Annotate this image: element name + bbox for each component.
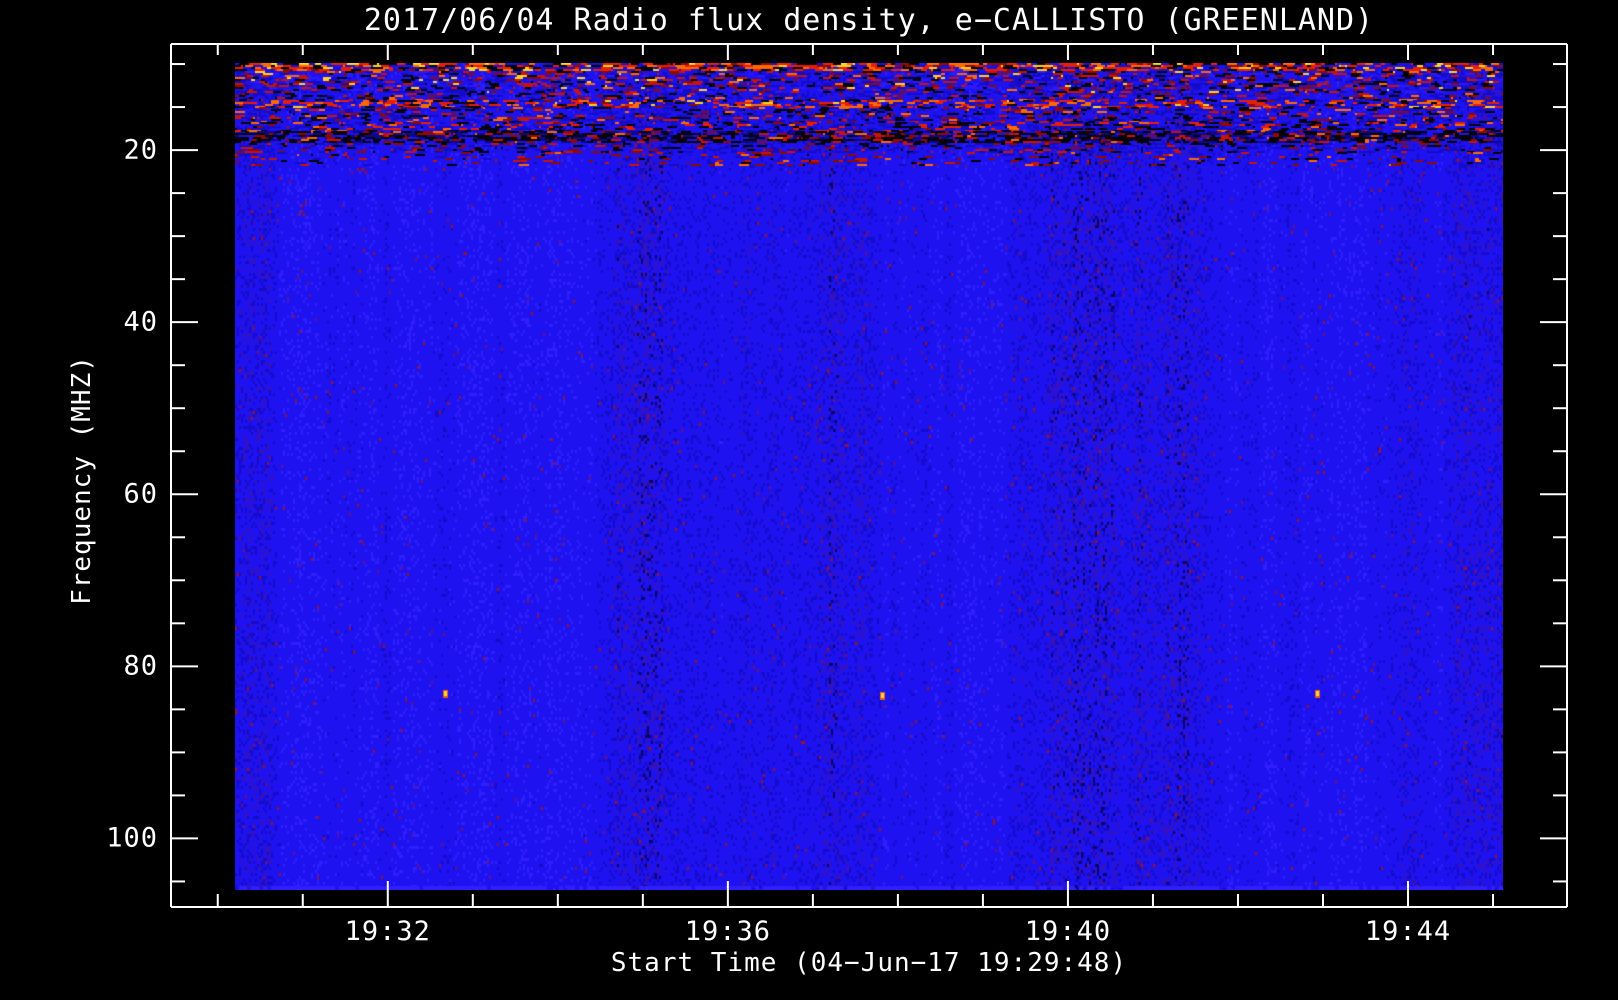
x-tick-label: 19:36 bbox=[684, 916, 771, 947]
x-tick-label: 19:40 bbox=[1024, 916, 1112, 947]
x-tick-label: 19:44 bbox=[1364, 916, 1452, 947]
y-tick-label: 40 bbox=[123, 306, 158, 338]
x-axis-title: Start Time (04−Jun−17 19:29:48) bbox=[610, 948, 1128, 978]
y-tick-label: 100 bbox=[106, 822, 158, 854]
y-tick-label: 80 bbox=[123, 650, 158, 682]
chart-title: 2017/06/04 Radio flux density, e−CALLIST… bbox=[363, 3, 1375, 38]
x-tick-label: 19:32 bbox=[344, 916, 431, 947]
y-tick-label: 20 bbox=[123, 134, 158, 166]
spectrogram-heatmap bbox=[235, 63, 1503, 890]
y-tick-label: 60 bbox=[123, 478, 158, 510]
